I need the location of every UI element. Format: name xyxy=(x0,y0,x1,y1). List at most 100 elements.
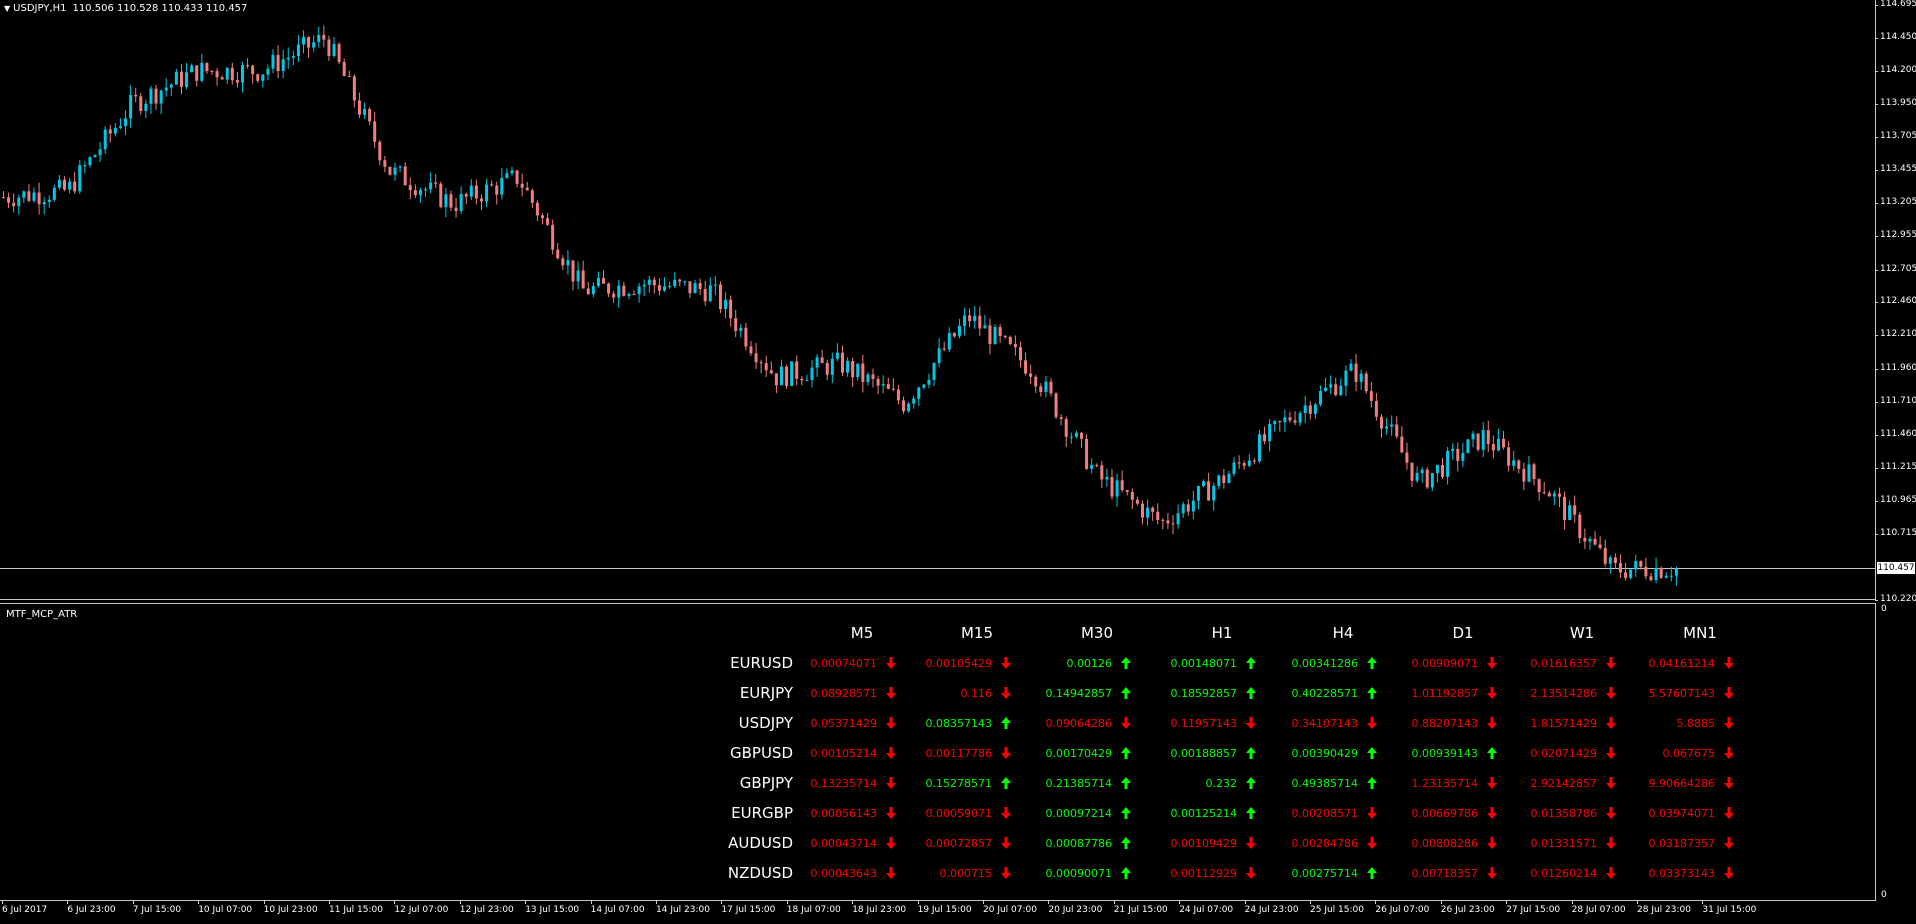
candle xyxy=(835,343,839,362)
candle xyxy=(805,374,809,381)
candle xyxy=(1537,478,1541,501)
candle xyxy=(912,395,916,409)
price-tick: 111.460 xyxy=(1874,429,1916,440)
candle xyxy=(525,181,529,191)
candle xyxy=(1196,485,1200,510)
candle xyxy=(240,61,244,93)
candle xyxy=(1379,413,1383,438)
price-tick: 110.220 xyxy=(1874,594,1916,604)
candle xyxy=(1237,455,1241,469)
arrow-down-icon xyxy=(886,747,896,759)
time-tick: 14 Jul 23:00 xyxy=(656,901,710,915)
atr-value: 0.08357143 xyxy=(925,717,992,730)
candle xyxy=(1064,416,1068,447)
candle xyxy=(215,67,219,86)
candle xyxy=(1568,500,1572,521)
candle xyxy=(444,188,448,218)
candle xyxy=(1146,499,1150,526)
atr-value: 0.01358786 xyxy=(1530,807,1597,820)
time-axis[interactable]: 6 Jul 2017 6 Jul 23:00 7 Jul 15:00 10 Jul 0… xyxy=(0,901,1876,924)
arrow-up-icon xyxy=(1121,657,1131,669)
candle xyxy=(978,306,982,337)
candle xyxy=(225,66,229,84)
candle xyxy=(749,340,753,356)
current-price-label: 110.457 xyxy=(1877,562,1915,575)
atr-value: 0.15278571 xyxy=(925,777,992,790)
candle xyxy=(1039,383,1043,397)
candle xyxy=(866,372,870,386)
arrow-down-icon xyxy=(1606,807,1616,819)
indicator-panel[interactable]: MTF_MCP_ATR xyxy=(0,603,1876,901)
candle xyxy=(1374,392,1378,421)
arrow-down-icon xyxy=(1001,867,1011,879)
candle xyxy=(368,107,372,126)
candle xyxy=(12,193,16,213)
candle xyxy=(703,280,707,306)
candle xyxy=(1151,506,1155,521)
atr-value: 0.00043714 xyxy=(810,837,877,850)
price-tick: 112.460 xyxy=(1874,296,1916,307)
chart-ohlc: 110.506 110.528 110.433 110.457 xyxy=(72,3,248,14)
candle xyxy=(1079,431,1083,448)
candle xyxy=(1018,341,1022,368)
candle xyxy=(510,166,514,176)
timeframe-header-h1: H1 xyxy=(1211,624,1233,642)
candle xyxy=(37,182,41,215)
atr-value: 5.8885 xyxy=(1676,717,1716,730)
candle xyxy=(612,290,616,303)
arrow-down-icon xyxy=(1487,657,1497,669)
atr-value: 0.00109429 xyxy=(1170,837,1237,850)
candle xyxy=(1207,472,1211,501)
price-tick: 114.200 xyxy=(1874,64,1916,75)
candle xyxy=(724,292,728,319)
candle xyxy=(988,318,992,355)
candle xyxy=(403,162,407,186)
candle xyxy=(134,88,138,103)
candle xyxy=(998,324,1002,344)
time-tick: 24 Jul 07:00 xyxy=(1179,901,1234,915)
atr-value: 0.00718357 xyxy=(1411,867,1478,880)
candle xyxy=(586,281,590,295)
pair-label-audusd: AUDUSD xyxy=(728,834,793,852)
arrow-down-icon xyxy=(1001,837,1011,849)
candle xyxy=(1115,473,1119,507)
candle xyxy=(276,45,280,79)
candle xyxy=(779,359,783,386)
atr-value: 0.11957143 xyxy=(1170,717,1237,730)
candle xyxy=(1324,377,1328,392)
price-tick: 111.710 xyxy=(1874,395,1916,406)
candle xyxy=(190,63,194,73)
candle xyxy=(1593,531,1597,546)
candle xyxy=(149,85,153,114)
indicator-axis-top: 0 xyxy=(1881,604,1887,614)
price-tick: 112.705 xyxy=(1874,263,1916,274)
candlestick-chart[interactable] xyxy=(0,0,1875,599)
atr-value: 0.00059071 xyxy=(925,807,992,820)
time-tick: 28 Jul 23:00 xyxy=(1637,901,1691,915)
price-tick: 114.695 xyxy=(1874,0,1916,9)
candle xyxy=(1161,517,1165,530)
candle xyxy=(434,173,438,189)
candle xyxy=(1217,474,1221,490)
atr-value: 0.232 xyxy=(1205,777,1238,790)
candle xyxy=(734,309,738,338)
candle xyxy=(1507,441,1511,472)
candle xyxy=(668,281,672,289)
candle xyxy=(1557,487,1561,508)
time-tick: 7 Jul 15:00 xyxy=(132,901,182,915)
candle xyxy=(1364,371,1368,394)
candle xyxy=(520,173,524,197)
candle xyxy=(1242,460,1246,470)
arrow-up-icon xyxy=(1246,747,1256,759)
chart-menu-triangle-icon[interactable]: ▼ xyxy=(4,4,11,13)
candle xyxy=(652,277,656,294)
candle xyxy=(1598,536,1602,550)
candle xyxy=(1334,377,1338,397)
candle xyxy=(1446,446,1450,485)
candle xyxy=(1049,377,1053,397)
candle xyxy=(373,111,377,148)
price-axis[interactable]: 114.695 114.450 114.200 113.950 113.705 113.4… xyxy=(1874,0,1916,604)
candle xyxy=(68,177,72,194)
price-chart-panel[interactable]: ▼ USDJPY,H1 110.506 110.528 110.433 110.45… xyxy=(0,0,1876,600)
candle xyxy=(1003,334,1007,340)
